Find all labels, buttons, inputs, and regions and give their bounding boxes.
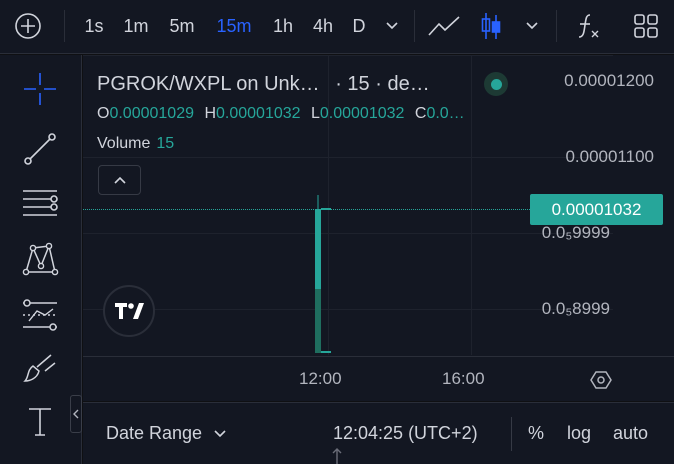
plus-circle-icon: [15, 13, 41, 39]
gridline: [83, 157, 613, 158]
trend-line-icon: [24, 133, 56, 165]
collapse-legend-button[interactable]: [98, 165, 141, 195]
text-icon: [29, 408, 51, 436]
chevron-left-icon: [73, 409, 79, 419]
timeframe-1h-button[interactable]: 1h: [272, 15, 294, 36]
price-axis-label: 0.00001100: [565, 147, 654, 166]
volume-label: Volume: [97, 135, 151, 152]
toolbar-divider: [64, 10, 65, 42]
ohlc-close-value: 0.0…: [426, 105, 465, 122]
chevron-down-icon: [526, 22, 538, 30]
gridline: [328, 55, 329, 355]
symbol-name: PGROK/WXPL on Unk…: [97, 73, 320, 95]
gridline: [83, 309, 613, 310]
ohlc-high-key: H: [204, 105, 216, 122]
horizontal-lines-icon: [23, 190, 58, 216]
ohlc-high-value: 0.00001032: [216, 105, 301, 122]
toolbar-divider: [556, 10, 557, 42]
time-axis-label: 16:00: [442, 369, 485, 388]
candlestick-icon: [481, 13, 501, 39]
candle-body: [315, 209, 321, 353]
price-series: [315, 195, 331, 353]
gridline: [83, 55, 613, 56]
timeframe-d-button[interactable]: D: [352, 15, 366, 36]
crosshair-tool-button[interactable]: [18, 67, 62, 111]
chevron-down-icon: [386, 22, 398, 30]
price-axis-label: 0.0₅8999: [541, 299, 610, 318]
volume-value: 15: [156, 135, 175, 152]
drawing-toolbar: [0, 55, 82, 464]
forecast-icon: [23, 299, 57, 331]
timezone-clock-button[interactable]: 12:04:25 (UTC+2): [333, 423, 478, 443]
timeframe-1s-button[interactable]: 1s: [84, 15, 104, 36]
text-tool-button[interactable]: [18, 399, 62, 443]
gridline: [471, 55, 472, 355]
ohlc-low-key: L: [310, 105, 320, 122]
gridline: [83, 233, 613, 234]
brush-icon: [23, 354, 56, 382]
chart-pane[interactable]: PGROK/WXPL on Unk… · 15 · de… O0.0000102…: [83, 55, 674, 401]
ohlc-open-key: O: [97, 105, 110, 122]
market-status-icon[interactable]: [484, 72, 508, 96]
toolbar-divider: [414, 10, 415, 42]
timeframe-15m-button[interactable]: 15m: [216, 15, 252, 36]
chevron-up-icon: [113, 176, 126, 184]
ohlc-low-value: 0.00001032: [319, 105, 405, 122]
timeframe-5m-button[interactable]: 5m: [169, 15, 195, 36]
last-price-line: [83, 209, 530, 210]
chevron-down-icon: [214, 430, 226, 438]
tradingview-logo[interactable]: [103, 285, 155, 337]
timeframe-4h-button[interactable]: 4h: [312, 15, 334, 36]
volume-legend[interactable]: Volume 15: [97, 135, 174, 153]
bottom-divider: [511, 417, 512, 451]
pattern-tool-button[interactable]: [18, 237, 62, 281]
auto-scale-button[interactable]: auto: [613, 423, 649, 443]
timeframe-1m-button[interactable]: 1m: [123, 15, 149, 36]
date-range-label: Date Range: [106, 423, 203, 443]
chart-settings-button[interactable]: [587, 367, 615, 393]
price-axis-label: 0.0₅9999: [541, 223, 610, 242]
indicators-button[interactable]: [572, 8, 604, 44]
toolbar-collapse-handle[interactable]: [70, 395, 82, 433]
line-chart-type-button[interactable]: [424, 8, 464, 44]
trend-line-tool-button[interactable]: [18, 127, 62, 171]
tradingview-logo-icon: [115, 303, 144, 319]
percent-scale-button[interactable]: %: [528, 423, 545, 443]
time-axis[interactable]: 12:00 16:00: [83, 356, 674, 401]
volume-bar: [315, 289, 321, 353]
function-icon: [578, 14, 599, 38]
last-price-badge: 0.00001032: [530, 194, 663, 225]
price-axis-label: 0.00001200: [564, 71, 654, 90]
settings-hexagon-icon: [590, 371, 612, 389]
timeframe-dropdown-button[interactable]: [380, 8, 404, 44]
brush-tool-button[interactable]: [18, 345, 62, 389]
layout-grid-button[interactable]: [628, 8, 664, 44]
fib-tool-button[interactable]: [18, 181, 62, 225]
chart-type-dropdown-button[interactable]: [520, 8, 544, 44]
line-chart-icon: [428, 16, 460, 36]
log-scale-button[interactable]: log: [567, 423, 592, 443]
date-range-button[interactable]: Date Range: [106, 423, 227, 444]
forecast-tool-button[interactable]: [18, 293, 62, 337]
candle-chart-type-button[interactable]: [476, 8, 506, 44]
top-toolbar: 1s 1m 5m 15m 1h 4h D: [0, 0, 674, 54]
grid-icon: [634, 14, 658, 38]
ohlc-close-key: C: [414, 105, 427, 122]
time-axis-label: 12:00: [299, 369, 342, 388]
bottom-toolbar: Date Range 12:04:25 (UTC+2) % log auto: [83, 402, 674, 464]
symbol-legend-title[interactable]: PGROK/WXPL on Unk… · 15 · de…: [97, 73, 430, 96]
crosshair-icon: [24, 73, 56, 105]
ohlc-open-value: 0.00001029: [109, 105, 194, 122]
symbol-interval: · 15 · de…: [335, 73, 430, 95]
pattern-icon: [22, 242, 59, 276]
add-symbol-button[interactable]: [8, 8, 48, 44]
arrow-up-icon: [332, 448, 342, 464]
price-axis[interactable]: 0.00001200 0.00001100 0.0₅9999 0.0₅8999: [542, 55, 674, 401]
ohlc-values: O0.00001029 H0.00001032 L0.00001032 C0.0…: [97, 105, 465, 123]
